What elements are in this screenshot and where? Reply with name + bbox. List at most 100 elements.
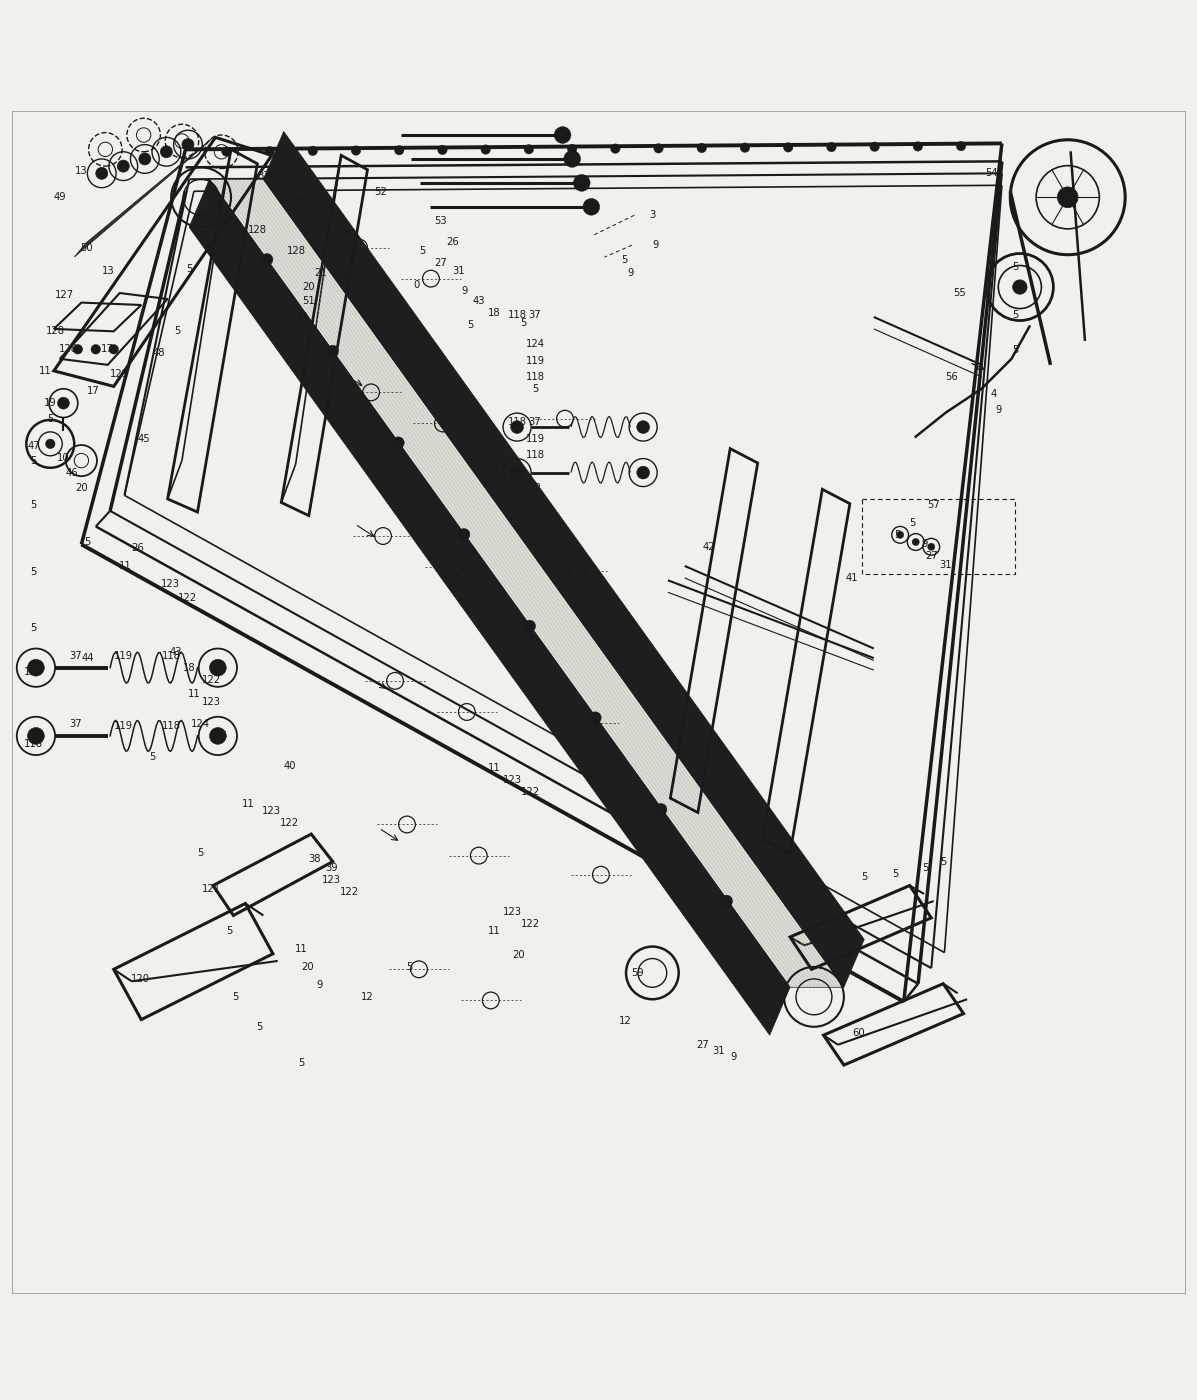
Circle shape (1013, 280, 1027, 294)
Text: 38: 38 (309, 854, 321, 864)
Circle shape (655, 804, 667, 815)
Polygon shape (189, 179, 790, 1035)
Text: 47: 47 (28, 441, 40, 451)
Circle shape (913, 141, 923, 151)
Text: 11: 11 (120, 561, 132, 571)
Circle shape (308, 146, 317, 155)
Text: 123: 123 (503, 776, 522, 785)
Text: 5: 5 (30, 500, 37, 510)
Text: 123: 123 (322, 875, 341, 885)
Text: 18: 18 (488, 308, 500, 318)
Text: 11: 11 (494, 465, 506, 475)
Text: 4: 4 (990, 389, 997, 399)
Text: 31: 31 (940, 560, 952, 570)
Text: 9: 9 (316, 980, 323, 990)
Circle shape (209, 728, 226, 745)
Text: 5: 5 (256, 1022, 263, 1032)
Text: 11: 11 (296, 944, 308, 953)
Text: 127: 127 (55, 290, 74, 301)
Circle shape (458, 528, 470, 540)
Text: 21: 21 (315, 267, 327, 277)
Text: 18: 18 (183, 662, 195, 672)
Text: 119: 119 (114, 651, 133, 661)
Text: 129: 129 (110, 370, 129, 379)
Text: 13: 13 (75, 167, 87, 176)
Text: 5: 5 (174, 326, 181, 336)
Circle shape (327, 346, 339, 357)
Text: 40: 40 (284, 760, 296, 771)
Text: 51: 51 (303, 297, 315, 307)
Circle shape (209, 659, 226, 676)
Text: 122: 122 (340, 886, 359, 896)
Text: 5: 5 (226, 925, 233, 937)
Text: 5: 5 (232, 991, 239, 1002)
Text: 123: 123 (508, 473, 527, 483)
Circle shape (438, 146, 448, 154)
Circle shape (573, 175, 590, 192)
Text: 37: 37 (69, 720, 81, 729)
Circle shape (783, 143, 792, 153)
Text: 136: 136 (287, 195, 306, 204)
Text: 122: 122 (280, 818, 299, 829)
Text: 5: 5 (298, 1057, 305, 1068)
Text: 5: 5 (467, 321, 474, 330)
Text: 55: 55 (954, 288, 966, 298)
Text: 123: 123 (202, 697, 221, 707)
Circle shape (897, 531, 904, 539)
Text: 123: 123 (503, 907, 522, 917)
Text: 9: 9 (730, 1051, 737, 1061)
Circle shape (28, 728, 44, 745)
Circle shape (481, 144, 491, 154)
Text: 123: 123 (160, 578, 180, 589)
Text: 20: 20 (512, 951, 524, 960)
Circle shape (139, 153, 151, 165)
Circle shape (589, 711, 601, 724)
Circle shape (117, 160, 129, 172)
Text: 118: 118 (525, 449, 545, 459)
Text: 5: 5 (30, 567, 37, 577)
Circle shape (740, 143, 749, 153)
Text: 9: 9 (461, 286, 468, 295)
Text: 5: 5 (922, 862, 929, 872)
Text: 49: 49 (54, 192, 66, 202)
Text: 5: 5 (84, 538, 91, 547)
Text: 122: 122 (202, 675, 221, 685)
Circle shape (261, 253, 273, 266)
Text: 128: 128 (248, 224, 267, 235)
Text: 45: 45 (138, 434, 150, 444)
Text: 60: 60 (852, 1028, 864, 1037)
Text: 118: 118 (162, 721, 181, 731)
Circle shape (928, 543, 935, 550)
Polygon shape (209, 179, 844, 987)
Text: 43: 43 (170, 647, 182, 657)
Circle shape (564, 151, 581, 168)
Text: 5: 5 (1011, 262, 1019, 272)
Circle shape (73, 344, 83, 354)
Text: 122: 122 (523, 483, 542, 493)
Text: 43: 43 (473, 297, 485, 307)
Text: 52: 52 (375, 188, 387, 197)
Text: 12: 12 (361, 991, 373, 1002)
Circle shape (827, 143, 837, 151)
Text: 5: 5 (186, 265, 193, 274)
Circle shape (870, 141, 880, 151)
Text: 54: 54 (985, 168, 997, 178)
Text: 20: 20 (303, 281, 315, 293)
Text: 56: 56 (946, 372, 958, 382)
Circle shape (637, 420, 650, 434)
Text: 11: 11 (188, 689, 200, 699)
Text: 128: 128 (59, 344, 78, 354)
Circle shape (511, 466, 523, 479)
Text: 13: 13 (102, 266, 114, 276)
Text: 42: 42 (703, 542, 715, 552)
Text: 120: 120 (130, 974, 150, 984)
Circle shape (610, 144, 620, 154)
Text: 11: 11 (297, 312, 309, 322)
Text: 128: 128 (45, 326, 65, 336)
Text: 124: 124 (525, 339, 545, 350)
Text: 5: 5 (1011, 309, 1019, 319)
Text: 48: 48 (153, 347, 165, 358)
Circle shape (511, 420, 523, 434)
Text: 122: 122 (521, 636, 540, 645)
Text: 39: 39 (326, 862, 338, 872)
